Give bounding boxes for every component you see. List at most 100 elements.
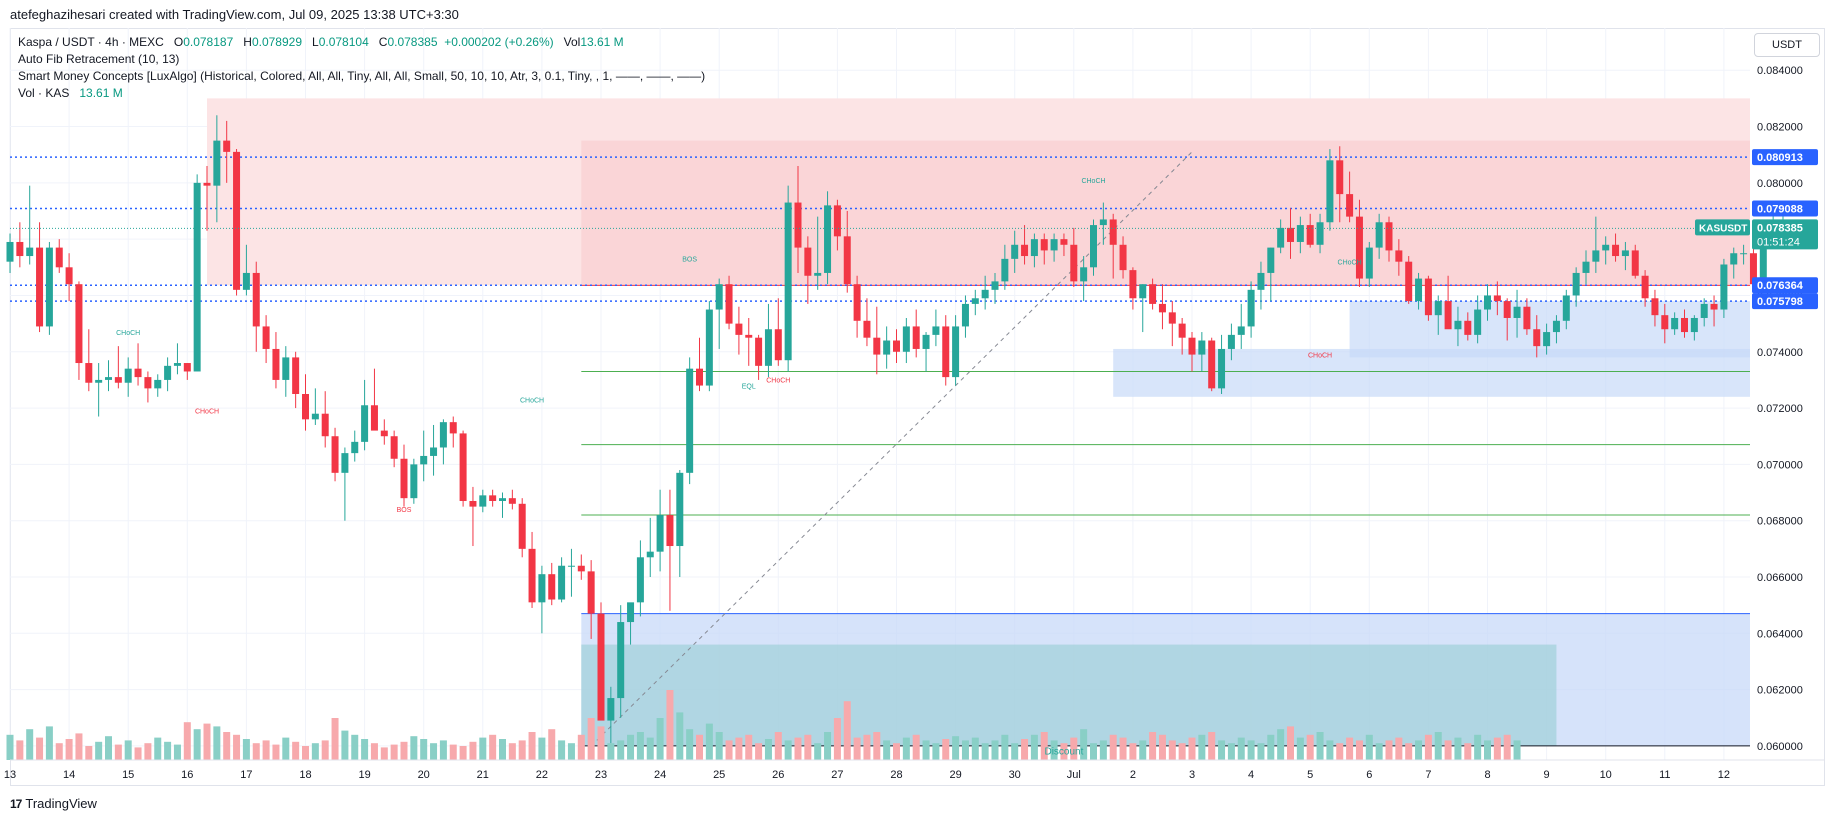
candle-body (1661, 315, 1669, 330)
candle-body (942, 326, 950, 378)
volume-bar (1218, 740, 1226, 760)
legend-volume-row[interactable]: Vol · KAS 13.61 M (18, 85, 705, 102)
candle-body (1080, 267, 1088, 282)
legend-symbol[interactable]: Kaspa / USDT · 4h · MEXC (18, 35, 164, 49)
volume-bar (1158, 734, 1166, 760)
structure-label: CHoCH (1338, 259, 1362, 266)
candle-body (6, 241, 14, 262)
volume-bar (705, 723, 713, 760)
volume-bar (1030, 734, 1038, 760)
legend-indicator-smc[interactable]: Smart Money Concepts [LuxAlgo] (Historic… (18, 69, 706, 83)
volume-bar (1395, 737, 1403, 760)
x-tick-label: 18 (299, 769, 311, 781)
currency-selector[interactable]: USDT (1754, 33, 1820, 57)
candle-body (292, 357, 300, 394)
legend-o-label: O (173, 35, 184, 49)
volume-bar (883, 740, 891, 760)
volume-bar (971, 737, 979, 760)
candle-body (75, 284, 83, 364)
structure-label: CHoCH (766, 378, 790, 385)
candle-body (183, 363, 191, 372)
volume-bar (597, 726, 605, 760)
candle-body (390, 436, 398, 459)
candle-body (508, 498, 516, 504)
volume-bar (262, 740, 270, 760)
candle-body (577, 565, 585, 572)
volume-bar (745, 734, 753, 760)
volume-bar (1040, 732, 1048, 760)
candle-body (1621, 250, 1629, 257)
volume-bar (252, 743, 260, 760)
candle-body (1050, 239, 1058, 251)
candle-body (489, 495, 497, 501)
legend-vol-label: Vol (563, 35, 581, 49)
volume-bar (814, 743, 822, 760)
candle-body (302, 394, 309, 420)
structure-label: CHoCH (195, 409, 219, 416)
candle-body (952, 326, 960, 378)
x-tick-label: 26 (772, 769, 784, 781)
candle-body (1523, 306, 1531, 330)
candle-body (223, 140, 231, 152)
legend-l-value: 0.078104 (318, 35, 369, 49)
volume-bar (696, 734, 703, 760)
candle-body (1158, 303, 1166, 313)
candle-body (853, 284, 861, 321)
x-tick-label: 12 (1718, 769, 1730, 781)
candle-body (883, 340, 891, 355)
candle-body (252, 272, 260, 327)
candle-body (1671, 317, 1679, 330)
volume-bar (784, 740, 792, 760)
legend-c-value: 0.078385 (387, 35, 438, 49)
symbol-tag-label: KASUSDT (1699, 223, 1747, 234)
y-tick-label: 0.084000 (1757, 65, 1803, 77)
candle-body (696, 368, 703, 386)
candle-body (45, 247, 53, 327)
volume-bar (410, 736, 418, 760)
volume-bar (331, 718, 339, 760)
candle-body (26, 247, 34, 257)
candle-body (597, 613, 605, 721)
volume-bar (1188, 737, 1196, 760)
legend-c-label: C (378, 35, 388, 49)
volume-bar (646, 737, 654, 760)
candle-body (1631, 250, 1639, 276)
volume-bar (183, 722, 191, 760)
volume-bar (1060, 743, 1068, 760)
candle-body (439, 422, 447, 448)
volume-bar (233, 734, 241, 760)
candle-body (1395, 250, 1403, 262)
candle-body (794, 202, 802, 248)
candle-body (833, 205, 841, 237)
volume-bar (75, 733, 83, 760)
volume-bar (45, 726, 53, 760)
price-level-label: 0.080913 (1757, 152, 1803, 164)
tradingview-logo-icon: 17 (10, 796, 22, 811)
volume-bar (1484, 740, 1491, 760)
demand-zone (1349, 301, 1750, 358)
volume-bar (1149, 732, 1157, 760)
candle-body (55, 247, 63, 268)
candle-body (479, 495, 487, 507)
x-tick-label: 11 (1659, 769, 1670, 781)
volume-bar (1454, 737, 1462, 760)
candle-body (1178, 323, 1186, 338)
volume-bar (764, 739, 772, 760)
candle-body (1346, 194, 1354, 217)
candle-body (1296, 225, 1304, 242)
x-tick-label: 20 (418, 769, 430, 781)
legend-indicator-fib[interactable]: Auto Fib Retracement (10, 13) (18, 52, 180, 66)
volume-bar (213, 726, 221, 760)
candle-body (105, 377, 112, 380)
y-tick-label: 0.064000 (1757, 628, 1803, 640)
volume-bar (430, 743, 438, 760)
candle-body (144, 377, 152, 389)
x-tick-label: 15 (122, 769, 134, 781)
candle-body (1651, 298, 1659, 316)
candle-body (1641, 275, 1649, 299)
candle-body (1277, 227, 1285, 248)
volume-bar (1405, 743, 1413, 760)
candle-body (400, 458, 408, 499)
candle-body (1385, 222, 1393, 251)
